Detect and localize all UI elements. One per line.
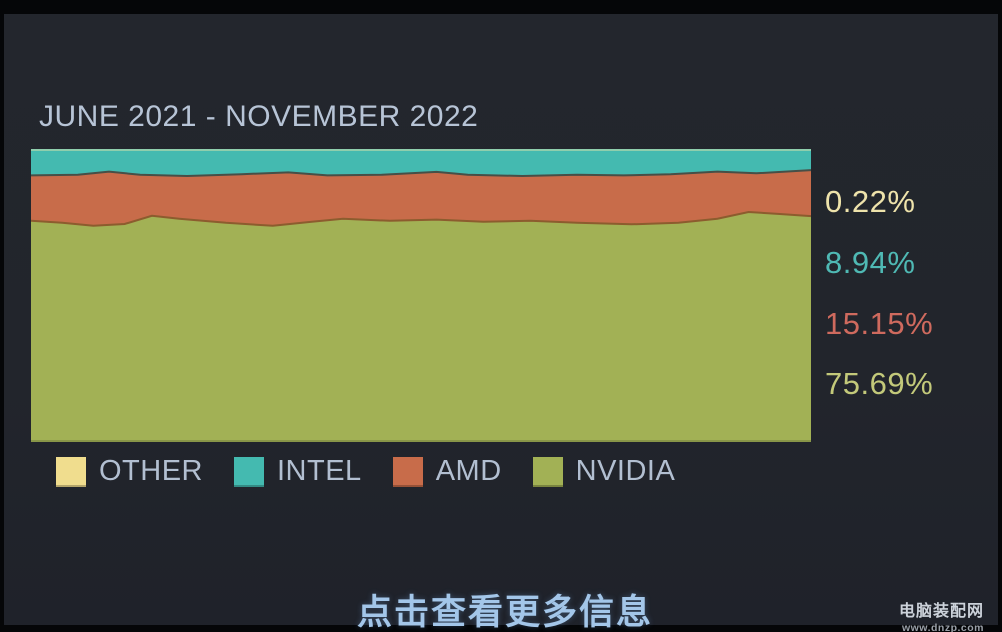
value-label-other: 0.22% [825, 184, 916, 219]
legend-swatch-nvidia [532, 456, 563, 487]
page-background: JUNE 2021 - NOVEMBER 2022 0.22% 8.94% 15… [4, 14, 998, 632]
legend-label-amd: AMD [435, 455, 502, 487]
legend-swatch-amd [392, 456, 423, 487]
stacked-area-plot [31, 149, 811, 442]
legend-item-other: OTHER [56, 455, 203, 488]
chart-date-range-title: JUNE 2021 - NOVEMBER 2022 [39, 100, 479, 133]
legend-swatch-intel [234, 456, 264, 487]
legend-item-amd: AMD [392, 455, 502, 488]
view-more-info-link[interactable]: 点击查看更多信息 [356, 593, 653, 632]
site-watermark: 电脑装配网 www.dnzp.com [899, 603, 984, 632]
legend-item-intel: INTEL [234, 455, 362, 488]
watermark-site-name: 电脑装配网 [898, 603, 984, 620]
legend-label-other: OTHER [99, 455, 203, 487]
value-label-nvidia: 75.69% [825, 366, 934, 401]
legend-label-intel: INTEL [277, 455, 362, 487]
value-label-intel: 8.94% [825, 245, 916, 280]
chart-legend: OTHER INTEL AMD NVIDIA [56, 455, 675, 488]
gpu-share-area-chart[interactable] [31, 149, 811, 442]
legend-label-nvidia: NVIDIA [575, 455, 676, 487]
legend-swatch-other [56, 456, 86, 487]
watermark-site-url: www.dnzp.com [901, 621, 984, 632]
value-label-amd: 15.15% [825, 306, 934, 341]
legend-item-nvidia: NVIDIA [532, 455, 676, 488]
